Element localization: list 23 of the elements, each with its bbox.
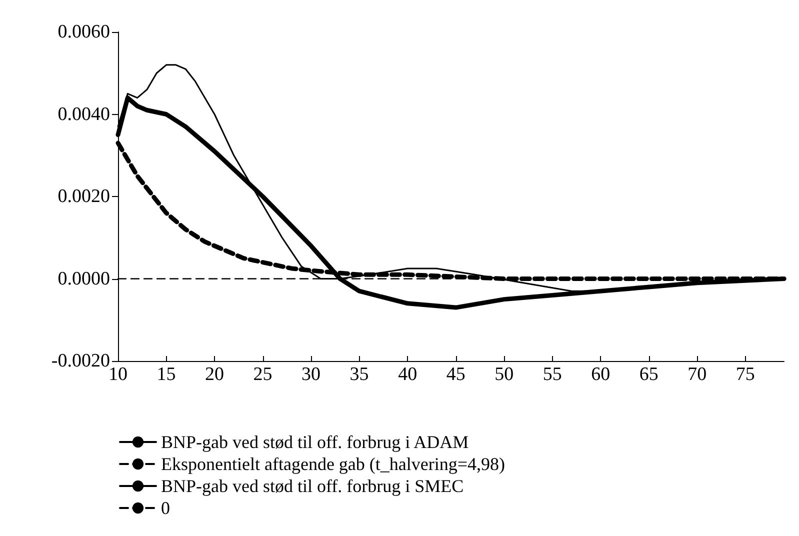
x-tick-label: 45 [446, 364, 466, 385]
x-tick-label: 30 [302, 364, 321, 385]
x-tick-label: 35 [350, 364, 369, 385]
x-tick-label: 70 [688, 364, 707, 385]
y-tick-label: 0.0000 [58, 268, 110, 290]
y-tick-label: 0.0020 [58, 186, 110, 207]
x-tick-label: 75 [736, 364, 755, 385]
x-tick-label: 65 [639, 364, 658, 385]
x-tick-label: 50 [494, 364, 514, 385]
x-tick-label: 25 [253, 364, 272, 385]
x-tick-label: 15 [156, 364, 176, 385]
x-tick-label: 55 [542, 364, 562, 385]
y-tick-label: -0.0020 [51, 350, 110, 372]
x-tick-label: 10 [108, 364, 128, 385]
legend-label: BNP-gab ved stød til off. forbrug i SMEC [161, 476, 464, 496]
y-tick-label: 0.0040 [58, 104, 110, 125]
y-tick-label: 0.0060 [58, 22, 110, 42]
legend-label: BNP-gab ved stød til off. forbrug i ADAM [161, 432, 469, 452]
x-tick-label: 20 [205, 364, 224, 385]
x-tick-label: 40 [398, 364, 418, 385]
legend-label: 0 [161, 498, 170, 518]
x-tick-label: 60 [591, 364, 610, 385]
legend-label: Eksponentielt aftagende gab (t_halvering=4,98) [161, 454, 506, 474]
